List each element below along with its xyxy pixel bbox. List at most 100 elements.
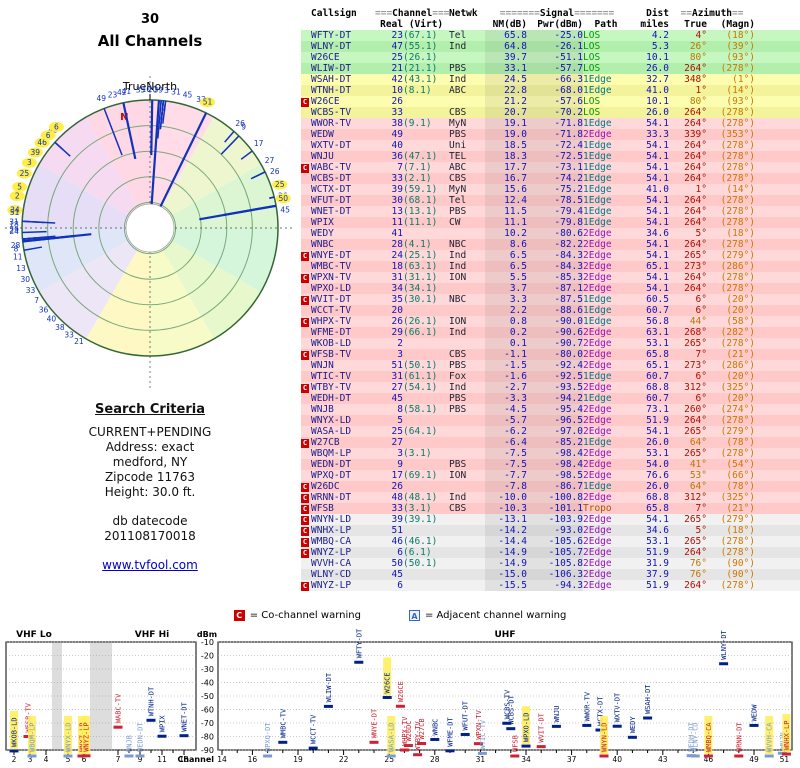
noise-margin: -7.7 [485, 470, 527, 481]
real-channel: 34 [391, 283, 403, 294]
signal-level-mark [124, 754, 134, 758]
table-row: WPXO-LD 34 (34.1) 3.7 -87.1 2Edge 54.1 264° (2… [301, 283, 800, 294]
callsign-link[interactable]: WFUT-DT [311, 195, 352, 206]
station-callsign-label: WMBC-TV [279, 708, 287, 738]
callsign-link[interactable]: WCCT-TV [311, 305, 352, 316]
azimuth-true: 80° [689, 52, 707, 63]
callsign-link[interactable]: WPXQ-DT [311, 470, 352, 481]
callsign-link[interactable]: WEDW [311, 129, 334, 140]
callsign-link[interactable]: WFSB-TV [311, 349, 352, 360]
callsign-link[interactable]: WFTY-DT [311, 30, 352, 41]
search-mode: CURRENT+PENDING [88, 425, 212, 439]
co-channel-warning-icon: C [233, 610, 245, 621]
callsign-link[interactable]: WCBS-TV [311, 107, 352, 118]
callsign-link[interactable]: WSAH-DT [311, 74, 352, 85]
callsign-link[interactable]: WFSB [311, 503, 334, 514]
callsign-link[interactable]: WNYN-LD [311, 514, 352, 525]
callsign-link[interactable]: WXTV-DT [311, 140, 352, 151]
callsign-link[interactable]: WLNY-CD [311, 569, 352, 580]
station-channel-label: 33 [64, 330, 74, 339]
azimuth-magnetic: (325°) [720, 492, 755, 503]
network: CBS [449, 503, 467, 514]
power-dbm: -84.3 [527, 261, 583, 272]
signal-level-mark [146, 718, 156, 722]
station-callsign-label: WSAH-DT [644, 684, 652, 714]
signal-level-mark [81, 754, 91, 758]
callsign-link[interactable]: WTIC-TV [311, 371, 352, 382]
callsign-link[interactable]: W26DC [311, 481, 340, 492]
azimuth-magnetic: (18°) [726, 525, 755, 536]
callsign-link[interactable]: W26CE [311, 52, 340, 63]
warning-cell: C [301, 492, 311, 503]
azimuth-true: 6° [695, 294, 707, 305]
callsign-link[interactable]: WPXN-TV [311, 272, 352, 283]
distance-miles: 54.1 [646, 206, 669, 217]
azimuth-magnetic: (286°) [720, 261, 755, 272]
callsign-link[interactable]: WTBY-TV [311, 382, 352, 393]
distance-miles: 32.7 [646, 74, 669, 85]
callsign-link[interactable]: W26CE [311, 96, 340, 107]
callsign-link[interactable]: WRNN-DT [311, 492, 352, 503]
x-tick-label: 7 [116, 755, 121, 764]
power-dbm: -80.6 [527, 228, 583, 239]
callsign-link[interactable]: WNHX-LP [311, 525, 352, 536]
callsign-link[interactable]: WNJB [311, 404, 334, 415]
callsign-link[interactable]: WVVH-CA [311, 558, 352, 569]
callsign-link[interactable]: WPXO-LD [311, 283, 352, 294]
callsign-link[interactable]: WMBC-TV [311, 261, 352, 272]
callsign-link[interactable]: WNJN [311, 360, 334, 371]
callsign-link[interactable]: WLNY-DT [311, 41, 352, 52]
station-channel-label: 33 [196, 95, 206, 104]
noise-margin: 21.2 [485, 96, 527, 107]
callsign-link[interactable]: WEDY [311, 228, 334, 239]
virtual-channel: (58.1) [403, 404, 438, 415]
station-callsign-label: WNJU [553, 706, 561, 723]
station-marker: WBQM-LP [27, 716, 37, 758]
callsign-link[interactable]: WCTX-DT [311, 184, 352, 195]
station-channel-label: 49 [96, 94, 106, 103]
station-callsign-label: WKOB-LD [11, 717, 19, 747]
tvfool-link[interactable]: www.tvfool.com [102, 558, 198, 572]
callsign-link[interactable]: WKOB-LD [311, 338, 352, 349]
callsign-link[interactable]: WNJU [311, 151, 334, 162]
callsign-link[interactable]: WMBQ-CA [311, 536, 352, 547]
table-row: WCTX-DT 39 (59.1) MyN 15.6 -75.2 1Edge 41.0 1… [301, 184, 800, 195]
station-marker: WMBC-TV [278, 708, 288, 744]
callsign-link[interactable]: WNBC [311, 239, 334, 250]
callsign-link[interactable]: WEDH-DT [311, 393, 352, 404]
callsign-link[interactable]: WHPX-TV [311, 316, 352, 327]
callsign-link[interactable]: WWOR-TV [311, 118, 352, 129]
signal-path: 1Edge [583, 437, 612, 448]
callsign-link[interactable]: WTNH-DT [311, 85, 352, 96]
signal-path: 2Edge [583, 415, 612, 426]
callsign-link[interactable]: WFME-DT [311, 327, 352, 338]
callsign-link[interactable]: WEDN-DT [311, 459, 352, 470]
callsign-link[interactable]: WCBS-DT [311, 173, 352, 184]
callsign-link[interactable]: WNYZ-LP [311, 580, 352, 591]
azimuth-true: 264° [684, 206, 707, 217]
callsign-link[interactable]: WPIX [311, 217, 334, 228]
callsign-link[interactable]: WLIW-DT [311, 63, 352, 74]
table-row: C W27CB 27 -6.4 -85.2 1Edge 26.0 64° (78°) [301, 437, 800, 448]
callsign-link[interactable]: WNET-DT [311, 206, 352, 217]
callsign-link[interactable]: WNYE-DT [311, 250, 352, 261]
callsign-link[interactable]: WABC-TV [311, 162, 352, 173]
callsign-link[interactable]: WBQM-LP [311, 448, 352, 459]
callsign-link[interactable]: W27CB [311, 437, 340, 448]
signal-path: 2Edge [583, 327, 612, 338]
power-dbm: -68.0 [527, 85, 583, 96]
distance-miles: 54.1 [646, 140, 669, 151]
noise-margin: -7.5 [485, 459, 527, 470]
callsign-link[interactable]: WASA-LD [311, 426, 352, 437]
signal-level-mark [460, 732, 470, 736]
callsign-link[interactable]: WNYZ-LP [311, 547, 352, 558]
callsign-link[interactable]: WNYX-LD [311, 415, 352, 426]
azimuth-magnetic: (278°) [720, 448, 755, 459]
callsign-link[interactable]: WVIT-DT [311, 294, 352, 305]
station-channel-label: 26 [235, 119, 245, 128]
noise-margin: 64.8 [485, 41, 527, 52]
noise-margin: 3.7 [485, 283, 527, 294]
co-channel-warning-badge: C [301, 538, 309, 547]
noise-margin: -6.4 [485, 437, 527, 448]
distance-miles: 68.8 [646, 492, 669, 503]
